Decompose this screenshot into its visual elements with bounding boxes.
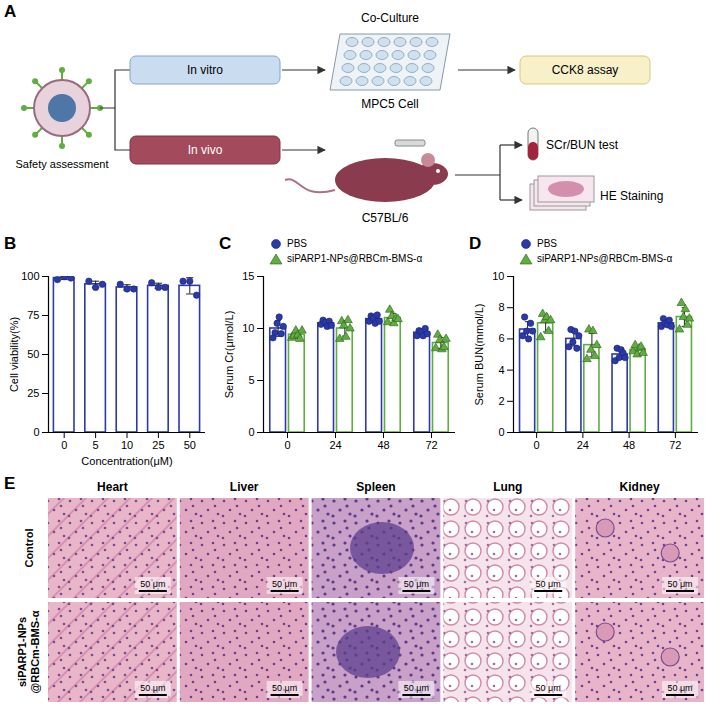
- svg-text:50 μm: 50 μm: [272, 579, 297, 589]
- svg-text:25: 25: [152, 439, 164, 451]
- svg-text:0: 0: [284, 439, 290, 451]
- svg-text:50 μm: 50 μm: [272, 683, 297, 693]
- svg-text:Cell viability(%): Cell viability(%): [8, 317, 20, 392]
- svg-text:10: 10: [492, 270, 504, 282]
- svg-text:50 μm: 50 μm: [536, 683, 561, 693]
- html-text:C: C: [219, 234, 232, 253]
- svg-text:0: 0: [498, 426, 504, 438]
- svg-text:50 μm: 50 μm: [667, 683, 692, 693]
- svg-text:HE Staining: HE Staining: [600, 189, 663, 203]
- svg-text:72: 72: [669, 439, 681, 451]
- svg-text:Spleen: Spleen: [356, 480, 395, 494]
- svg-text:Kidney: Kidney: [620, 480, 660, 494]
- html-text:siPARP1-NPs@RBCm-BMS-α: siPARP1-NPs@RBCm-BMS-α: [287, 253, 423, 264]
- html-text:PBS: PBS: [537, 238, 557, 249]
- html-text:E: E: [4, 474, 16, 493]
- svg-text:Serum Cr(μmol/L): Serum Cr(μmol/L): [223, 311, 235, 399]
- svg-text:C57BL/6: C57BL/6: [362, 211, 409, 225]
- svg-text:In vivo: In vivo: [188, 143, 223, 157]
- svg-text:0: 0: [248, 426, 254, 438]
- svg-text:Control: Control: [23, 528, 35, 567]
- svg-text:Serum BUN(mmol/L): Serum BUN(mmol/L): [473, 303, 485, 405]
- svg-text:50 μm: 50 μm: [140, 683, 165, 693]
- html-text:D: D: [469, 234, 482, 253]
- svg-text:0: 0: [61, 439, 67, 451]
- svg-text:In vitro: In vitro: [187, 63, 223, 77]
- svg-text:75: 75: [27, 309, 39, 321]
- svg-text:50 μm: 50 μm: [667, 579, 692, 589]
- svg-text:Lung: Lung: [493, 480, 522, 494]
- svg-text:48: 48: [623, 439, 635, 451]
- svg-text:SCr/BUN test: SCr/BUN test: [546, 138, 619, 152]
- html-text:siPARP1-NPs@RBCm-BMS-α: siPARP1-NPs@RBCm-BMS-α: [537, 253, 673, 264]
- svg-text:4: 4: [498, 364, 504, 376]
- svg-text:Liver: Liver: [230, 480, 259, 494]
- svg-text:15: 15: [242, 270, 254, 282]
- svg-text:25: 25: [27, 387, 39, 399]
- svg-text:Heart: Heart: [97, 480, 128, 494]
- svg-text:2: 2: [498, 395, 504, 407]
- svg-text:Concentration(μM): Concentration(μM): [81, 455, 172, 467]
- svg-text:8: 8: [498, 301, 504, 313]
- svg-text:50 μm: 50 μm: [536, 579, 561, 589]
- svg-text:48: 48: [377, 439, 389, 451]
- svg-text:5: 5: [248, 374, 254, 386]
- svg-text:CCK8 assay: CCK8 assay: [552, 63, 619, 77]
- svg-text:50: 50: [184, 439, 196, 451]
- svg-text:10: 10: [242, 322, 254, 334]
- svg-text:0: 0: [33, 426, 39, 438]
- svg-text:50: 50: [27, 348, 39, 360]
- html-text:A: A: [4, 2, 17, 21]
- svg-text:50 μm: 50 μm: [404, 579, 429, 589]
- html-text:B: B: [4, 234, 17, 253]
- svg-text:6: 6: [498, 332, 504, 344]
- svg-text:0: 0: [534, 439, 540, 451]
- svg-text:Co-Culture: Co-Culture: [361, 11, 419, 25]
- html-text:PBS: PBS: [287, 238, 307, 249]
- svg-text:24: 24: [329, 439, 341, 451]
- svg-text:@RBCm-BMS-α: @RBCm-BMS-α: [29, 610, 41, 693]
- svg-text:MPC5 Cell: MPC5 Cell: [361, 97, 418, 111]
- svg-text:100: 100: [21, 270, 39, 282]
- svg-text:5: 5: [93, 439, 99, 451]
- svg-text:72: 72: [425, 439, 437, 451]
- svg-text:10: 10: [121, 439, 133, 451]
- svg-text:siPARP1-NPs: siPARP1-NPs: [16, 617, 28, 687]
- svg-text:50 μm: 50 μm: [140, 579, 165, 589]
- svg-text:24: 24: [577, 439, 589, 451]
- svg-text:Safety assessment: Safety assessment: [16, 158, 109, 170]
- svg-text:50 μm: 50 μm: [404, 683, 429, 693]
